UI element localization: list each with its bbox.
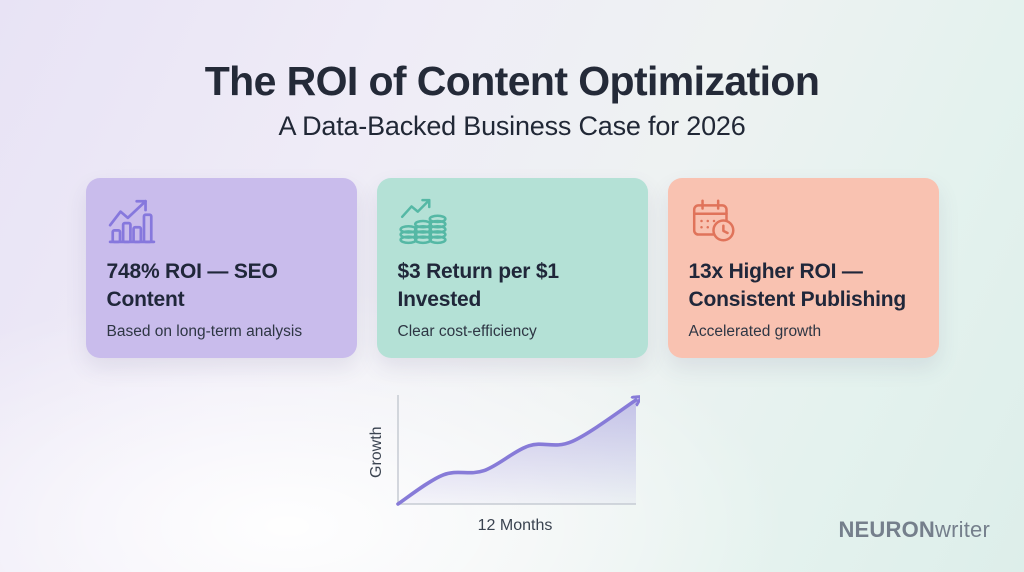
page-title: The ROI of Content Optimization [204, 58, 820, 104]
bar-chart-growth-icon [108, 199, 155, 244]
page-subtitle: A Data-Backed Business Case for 2026 [278, 111, 746, 141]
stat-card-subtitle: Based on long-term analysis [106, 323, 303, 340]
stat-card-title: 13x Higher ROI — Consistent Publishing [688, 260, 907, 311]
stat-card-subtitle: Clear cost-efficiency [397, 323, 537, 340]
growth-chart-svg [396, 392, 640, 506]
growth-line [396, 400, 636, 506]
brand-logo-bold: NEURON [838, 517, 936, 542]
stat-cards-row: 748% ROI — SEO Content Based on long-ter… [0, 178, 1024, 358]
stat-card-subtitle: Accelerated growth [688, 323, 822, 340]
brand-logo: NEURONwriter [838, 517, 990, 543]
coins-growth-icon [398, 198, 447, 245]
stat-card-title: $3 Return per $1 Invested [397, 260, 560, 311]
y-axis-label: Growth [368, 426, 385, 478]
stat-card-consistent-publishing: 13x Higher ROI — Consistent Publishing A… [667, 178, 939, 358]
growth-chart: Growth 12 Months [364, 392, 644, 535]
x-axis-label: 12 Months [477, 517, 553, 534]
stat-card-seo-roi: 748% ROI — SEO Content Based on long-ter… [85, 178, 357, 358]
brand-logo-regular: writer [935, 517, 990, 542]
calendar-clock-icon [692, 199, 735, 242]
stat-card-return-per-dollar: $3 Return per $1 Invested Clear cost-eff… [376, 178, 648, 358]
stat-card-title: 748% ROI — SEO Content [106, 260, 278, 311]
